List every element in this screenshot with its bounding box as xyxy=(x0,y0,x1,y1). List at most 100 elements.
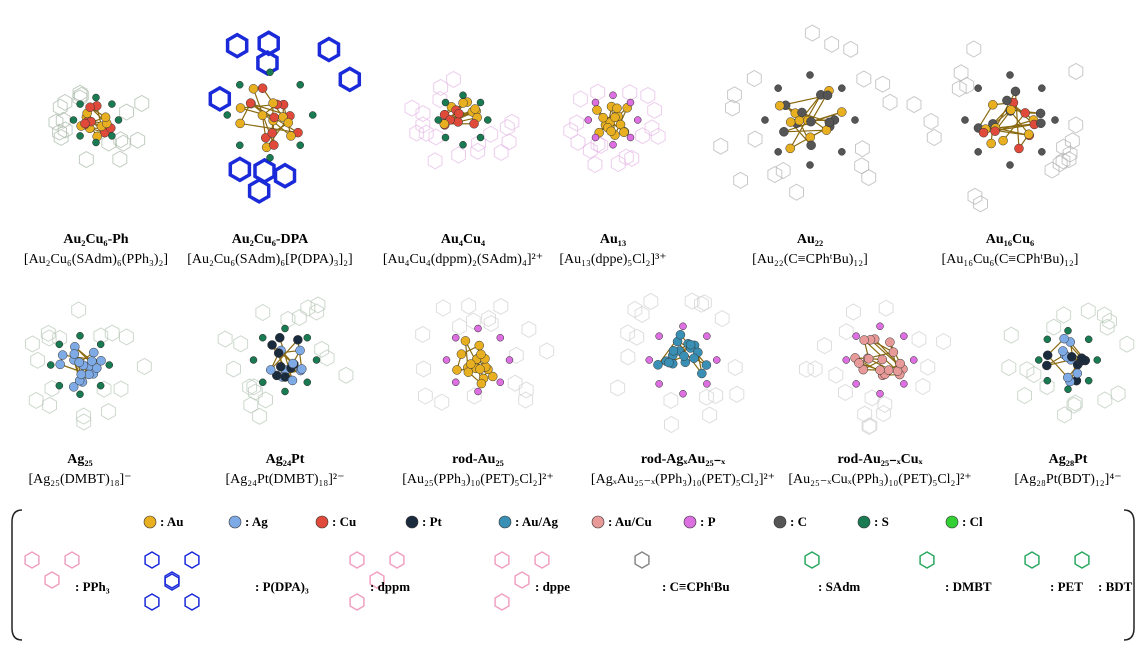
ring xyxy=(470,142,486,160)
atom xyxy=(286,131,296,141)
ring xyxy=(828,366,844,384)
ring xyxy=(618,148,634,166)
atom xyxy=(895,358,905,369)
ring xyxy=(144,551,160,569)
cluster-name: Au₂Cu₆-Ph xyxy=(63,232,128,247)
atom xyxy=(266,154,274,162)
ring xyxy=(314,340,330,358)
atom xyxy=(774,84,782,92)
atom xyxy=(87,356,97,366)
atom xyxy=(584,116,592,124)
ring xyxy=(136,357,152,375)
ring xyxy=(233,335,249,353)
ring xyxy=(338,66,362,93)
atom xyxy=(474,340,484,351)
atom xyxy=(92,363,102,373)
atom xyxy=(1058,346,1068,356)
ring xyxy=(1097,306,1112,324)
atom xyxy=(257,110,268,121)
atom xyxy=(470,104,480,114)
atom xyxy=(236,141,244,149)
ring xyxy=(461,297,477,315)
bond xyxy=(240,107,275,118)
ring xyxy=(521,320,537,338)
ring xyxy=(1039,378,1055,396)
ring xyxy=(804,24,820,42)
atom xyxy=(679,322,687,330)
atom xyxy=(591,133,600,142)
atom xyxy=(258,333,267,342)
atom xyxy=(1084,335,1093,344)
ring xyxy=(1119,335,1135,353)
atom xyxy=(223,111,231,119)
ring xyxy=(1080,302,1096,320)
legend-atom-label: : Au xyxy=(160,514,183,529)
atom xyxy=(92,93,100,102)
ring xyxy=(76,407,91,425)
atom xyxy=(456,349,467,359)
atom xyxy=(697,368,707,379)
ring xyxy=(451,146,466,164)
atom xyxy=(434,116,442,124)
ring xyxy=(257,30,280,57)
ring xyxy=(415,325,431,343)
atom xyxy=(761,116,769,124)
ring xyxy=(338,366,354,384)
ring xyxy=(767,166,783,184)
bond xyxy=(1009,110,1030,135)
atom xyxy=(842,356,850,364)
atom xyxy=(838,84,846,92)
ring xyxy=(951,80,967,98)
atom xyxy=(1006,71,1014,79)
ring xyxy=(225,32,249,59)
cluster-formula: [Au₂Cu₆(SAdm)₆[P(DPA)₃]₂] xyxy=(187,252,352,267)
legend-ligand-label: : BDT xyxy=(1098,579,1133,594)
legend-atom-label: : Au/Ag xyxy=(515,514,558,529)
atom xyxy=(885,337,895,347)
atom xyxy=(876,322,884,330)
atom xyxy=(664,357,674,368)
atom xyxy=(1042,360,1052,371)
atom xyxy=(475,364,485,374)
ring xyxy=(164,571,180,589)
ring xyxy=(317,36,341,63)
atom xyxy=(598,112,608,123)
ring xyxy=(418,124,434,142)
atom xyxy=(703,332,711,340)
ring xyxy=(184,551,200,569)
atom xyxy=(653,360,663,370)
atom xyxy=(265,365,276,375)
atom xyxy=(451,333,460,342)
ring xyxy=(563,122,579,140)
atom xyxy=(900,332,908,340)
atom xyxy=(266,68,274,76)
atom xyxy=(606,126,616,137)
ring xyxy=(258,391,273,409)
ring xyxy=(416,360,431,378)
ring xyxy=(1017,387,1032,405)
legend-atom-swatch xyxy=(683,515,697,529)
ring xyxy=(25,335,40,353)
ring xyxy=(1066,396,1082,414)
ring xyxy=(915,377,931,396)
atom xyxy=(267,128,277,138)
ring xyxy=(434,393,450,411)
atom xyxy=(275,332,285,343)
atom xyxy=(454,108,464,119)
cluster-name: rod-AgₓAu₂₅₋ₓ xyxy=(641,452,726,467)
atom xyxy=(854,358,864,368)
atom xyxy=(838,148,846,156)
ring xyxy=(247,383,263,401)
atom xyxy=(1042,350,1053,360)
ring xyxy=(1019,361,1035,379)
ring xyxy=(253,157,276,184)
atom xyxy=(47,361,55,369)
ring xyxy=(481,309,496,328)
atom xyxy=(863,354,874,364)
ring xyxy=(702,406,718,424)
atom xyxy=(460,336,471,346)
atom xyxy=(465,359,476,369)
ring xyxy=(369,571,385,589)
atom xyxy=(312,356,321,364)
ring xyxy=(1064,132,1080,150)
